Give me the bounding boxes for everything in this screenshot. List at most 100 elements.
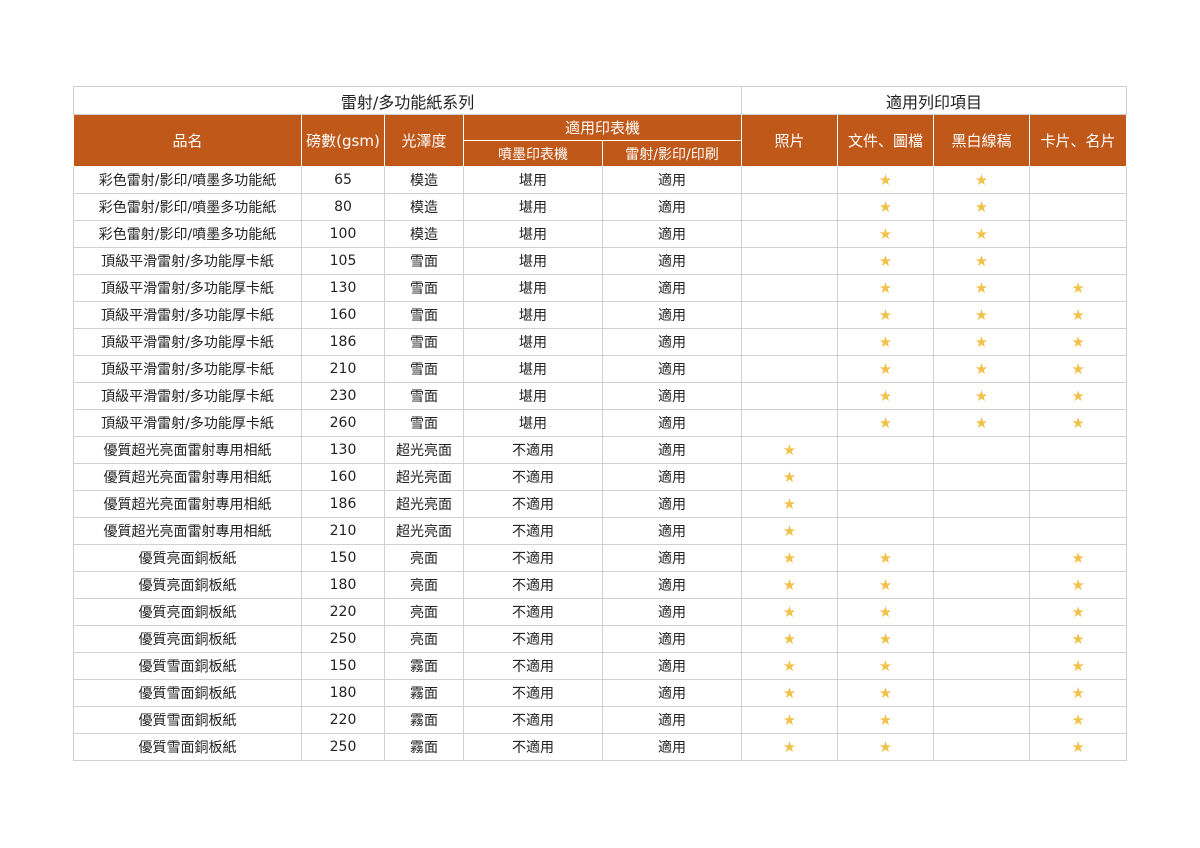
star-icon: ★ — [1071, 684, 1085, 702]
star-icon: ★ — [878, 603, 893, 621]
cell-document: ★ — [837, 355, 935, 383]
cell-weight: 160 — [301, 463, 385, 491]
cell-weight: 186 — [301, 490, 385, 518]
cell-bw — [933, 463, 1031, 491]
cell-inkjet: 不適用 — [463, 490, 603, 518]
cell-bw — [933, 679, 1031, 707]
cell-weight: 160 — [301, 301, 385, 329]
cell-bw — [933, 652, 1031, 680]
star-icon: ★ — [782, 576, 797, 594]
star-icon: ★ — [782, 738, 797, 756]
star-icon: ★ — [974, 198, 989, 216]
cell-photo: ★ — [741, 463, 839, 491]
cell-bw: ★ — [933, 220, 1031, 248]
cell-laser: 適用 — [601, 625, 743, 653]
star-icon: ★ — [1071, 360, 1085, 378]
cell-document: ★ — [837, 679, 935, 707]
star-icon: ★ — [878, 171, 893, 189]
cell-document — [837, 463, 935, 491]
cell-name: 彩色雷射/影印/噴墨多功能紙 — [73, 220, 302, 248]
cell-weight: 100 — [301, 220, 385, 248]
cell-finish: 模造 — [384, 193, 464, 221]
cell-inkjet: 不適用 — [463, 544, 603, 572]
table-row: 優質超光亮面雷射專用相紙 160 超光亮面 不適用 適用 ★ — [73, 463, 1128, 491]
cell-bw: ★ — [933, 274, 1031, 302]
star-icon: ★ — [1071, 738, 1085, 756]
cell-laser: 適用 — [601, 706, 743, 734]
star-icon: ★ — [878, 360, 893, 378]
table-row: 頂級平滑雷射/多功能厚卡紙 130 雪面 堪用 適用 ★ ★ ★ — [73, 274, 1128, 302]
table-row: 彩色雷射/影印/噴墨多功能紙 100 模造 堪用 適用 ★ ★ — [73, 220, 1128, 248]
cell-photo: ★ — [741, 652, 839, 680]
star-icon: ★ — [782, 468, 797, 486]
cell-name: 優質超光亮面雷射專用相紙 — [73, 490, 302, 518]
cell-bw — [933, 571, 1031, 599]
cell-name: 頂級平滑雷射/多功能厚卡紙 — [73, 409, 302, 437]
star-icon: ★ — [974, 225, 989, 243]
star-icon: ★ — [878, 306, 893, 324]
star-icon: ★ — [878, 279, 893, 297]
cell-finish: 亮面 — [384, 571, 464, 599]
cell-finish: 超光亮面 — [384, 490, 464, 518]
star-icon: ★ — [782, 495, 797, 513]
col-header-inkjet: 噴墨印表機 — [463, 140, 603, 167]
cell-document: ★ — [837, 220, 935, 248]
cell-name: 頂級平滑雷射/多功能厚卡紙 — [73, 247, 302, 275]
cell-photo — [741, 220, 839, 248]
table-row: 優質亮面銅板紙 250 亮面 不適用 適用 ★ ★ ★ — [73, 625, 1128, 653]
star-icon: ★ — [1071, 387, 1085, 405]
cell-finish: 雪面 — [384, 274, 464, 302]
table-body: 彩色雷射/影印/噴墨多功能紙 65 模造 堪用 適用 ★ ★ 彩色雷射/影印/噴墨多功能紙 80… — [73, 166, 1128, 761]
cell-laser: 適用 — [601, 598, 743, 626]
paper-spec-table: 雷射/多功能紙系列 適用列印項目 品名 磅數(gsm) 光澤度 適用印表機 照片… — [72, 86, 1128, 761]
star-icon: ★ — [878, 252, 893, 270]
cell-weight: 150 — [301, 544, 385, 572]
cell-weight: 260 — [301, 409, 385, 437]
cell-bw — [933, 733, 1031, 761]
cell-inkjet: 堪用 — [463, 328, 603, 356]
cell-finish: 霧面 — [384, 706, 464, 734]
cell-name: 優質超光亮面雷射專用相紙 — [73, 436, 302, 464]
star-icon: ★ — [974, 171, 989, 189]
cell-card — [1029, 166, 1128, 194]
cell-bw: ★ — [933, 166, 1031, 194]
cell-document: ★ — [837, 166, 935, 194]
cell-card: ★ — [1029, 382, 1128, 410]
star-icon: ★ — [878, 630, 893, 648]
cell-weight: 220 — [301, 706, 385, 734]
cell-inkjet: 堪用 — [463, 220, 603, 248]
table-row: 優質超光亮面雷射專用相紙 210 超光亮面 不適用 適用 ★ — [73, 517, 1128, 545]
cell-laser: 適用 — [601, 355, 743, 383]
cell-photo — [741, 166, 839, 194]
table-row: 頂級平滑雷射/多功能厚卡紙 160 雪面 堪用 適用 ★ ★ ★ — [73, 301, 1128, 329]
cell-name: 優質超光亮面雷射專用相紙 — [73, 517, 302, 545]
cell-document — [837, 490, 935, 518]
cell-bw — [933, 517, 1031, 545]
table-row: 頂級平滑雷射/多功能厚卡紙 186 雪面 堪用 適用 ★ ★ ★ — [73, 328, 1128, 356]
cell-weight: 210 — [301, 517, 385, 545]
cell-finish: 模造 — [384, 220, 464, 248]
star-icon: ★ — [974, 306, 989, 324]
cell-name: 優質雪面銅板紙 — [73, 679, 302, 707]
cell-document: ★ — [837, 409, 935, 437]
cell-document — [837, 517, 935, 545]
star-icon: ★ — [974, 387, 989, 405]
cell-weight: 186 — [301, 328, 385, 356]
cell-document: ★ — [837, 544, 935, 572]
cell-laser: 適用 — [601, 166, 743, 194]
star-icon: ★ — [878, 738, 893, 756]
cell-card — [1029, 436, 1128, 464]
cell-name: 彩色雷射/影印/噴墨多功能紙 — [73, 193, 302, 221]
cell-finish: 霧面 — [384, 733, 464, 761]
cell-weight: 180 — [301, 679, 385, 707]
cell-card: ★ — [1029, 652, 1128, 680]
cell-finish: 亮面 — [384, 625, 464, 653]
cell-finish: 霧面 — [384, 679, 464, 707]
cell-document: ★ — [837, 301, 935, 329]
star-icon: ★ — [878, 387, 893, 405]
cell-inkjet: 不適用 — [463, 625, 603, 653]
star-icon: ★ — [1071, 603, 1085, 621]
cell-photo — [741, 274, 839, 302]
col-header-photo: 照片 — [741, 114, 839, 167]
cell-card: ★ — [1029, 706, 1128, 734]
